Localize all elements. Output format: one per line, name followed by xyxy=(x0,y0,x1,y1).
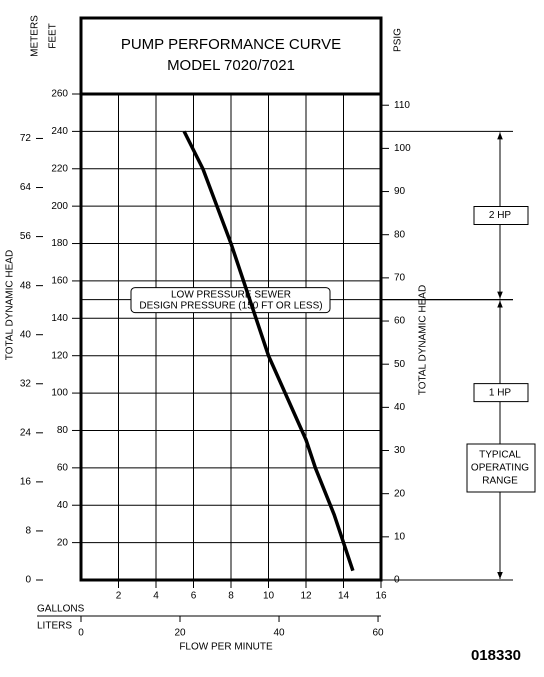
y-tick-label: 60 xyxy=(57,462,69,473)
y-tick-label: 180 xyxy=(51,238,68,249)
y2-tick-label: 40 xyxy=(394,402,406,413)
y3-tick-label: 48 xyxy=(20,280,32,291)
y3-tick-label: 8 xyxy=(25,526,31,537)
design-pressure-box xyxy=(130,287,331,314)
y-tick-label: 200 xyxy=(51,201,68,212)
y-tick-label: 120 xyxy=(51,350,68,361)
hp-box xyxy=(473,206,529,225)
x-tick-label: 4 xyxy=(153,591,159,602)
y3-tick-label: 24 xyxy=(20,427,32,438)
x-axis-label: FLOW PER MINUTE xyxy=(179,642,273,653)
y2-tick-label: 60 xyxy=(394,316,406,327)
plot-frame xyxy=(79,92,383,582)
y2-tick-label: 10 xyxy=(394,531,406,542)
y-tick-label: 40 xyxy=(57,500,69,511)
y2-tick-label: 110 xyxy=(394,100,410,111)
y-tick-label: 100 xyxy=(51,388,68,399)
y3-tick-label: 16 xyxy=(20,477,32,488)
chart-title: PUMP PERFORMANCE CURVE xyxy=(121,36,341,53)
y3-tick-label: 72 xyxy=(20,133,32,144)
y-tick-label: 20 xyxy=(57,537,69,548)
y-tick-label: 240 xyxy=(51,126,68,137)
y-axis-label: TOTAL DYNAMIC HEAD xyxy=(5,250,16,360)
x2-tick-label: 40 xyxy=(273,628,285,639)
y2-tick-label: 90 xyxy=(394,186,406,197)
operating-range-label: TYPICAL xyxy=(479,450,521,461)
meters-unit: METERS xyxy=(30,15,41,57)
y2-tick-label: 20 xyxy=(394,488,406,499)
hp-label: 2 HP xyxy=(489,210,512,221)
y3-tick-label: 32 xyxy=(20,378,32,389)
hp-label: 1 HP xyxy=(489,387,512,398)
x-tick-label: 16 xyxy=(375,591,387,602)
x-tick-label: 6 xyxy=(191,591,197,602)
y2-tick-label: 100 xyxy=(394,143,411,154)
y2-tick-label: 50 xyxy=(394,359,406,370)
x-tick-label: 8 xyxy=(228,591,234,602)
y2-tick-label: 70 xyxy=(394,273,406,284)
x-tick-label: 10 xyxy=(263,591,275,602)
y2-axis-label: TOTAL DYNAMIC HEAD xyxy=(418,285,429,395)
design-pressure-label: DESIGN PRESSURE (150 FT OR LESS) xyxy=(139,300,322,311)
y3-tick-label: 56 xyxy=(20,231,32,242)
psig-unit: PSIG xyxy=(393,28,404,52)
gallons-unit: GALLONS xyxy=(37,604,85,615)
chart-subtitle: MODEL 7020/7021 xyxy=(167,57,295,74)
x2-tick-label: 20 xyxy=(174,628,186,639)
x-tick-label: 12 xyxy=(300,591,312,602)
y3-tick-label: 64 xyxy=(20,182,32,193)
y-tick-label: 220 xyxy=(51,163,68,174)
y-tick-label: 140 xyxy=(51,313,68,324)
y-tick-label: 160 xyxy=(51,276,68,287)
liters-unit: LITERS xyxy=(37,621,72,632)
feet-unit: FEET xyxy=(48,23,59,49)
y-tick-label: 260 xyxy=(51,89,68,100)
x-tick-label: 2 xyxy=(116,591,122,602)
y2-tick-label: 80 xyxy=(394,229,406,240)
y3-tick-label: 40 xyxy=(20,329,32,340)
x-tick-label: 14 xyxy=(338,591,350,602)
y-tick-label: 80 xyxy=(57,425,69,436)
operating-range-label: RANGE xyxy=(482,476,518,487)
performance-curve xyxy=(182,130,355,572)
x2-tick-label: 60 xyxy=(372,628,384,639)
design-pressure-label: LOW PRESSURE SEWER xyxy=(171,289,291,300)
figure-number: 018330 xyxy=(471,647,521,664)
y3-tick-label: 0 xyxy=(25,575,31,586)
hp-box xyxy=(473,383,529,403)
y2-tick-label: 30 xyxy=(394,445,406,456)
operating-range-label: OPERATING xyxy=(471,463,529,474)
operating-range-box xyxy=(466,443,536,493)
x2-tick-label: 0 xyxy=(78,628,84,639)
